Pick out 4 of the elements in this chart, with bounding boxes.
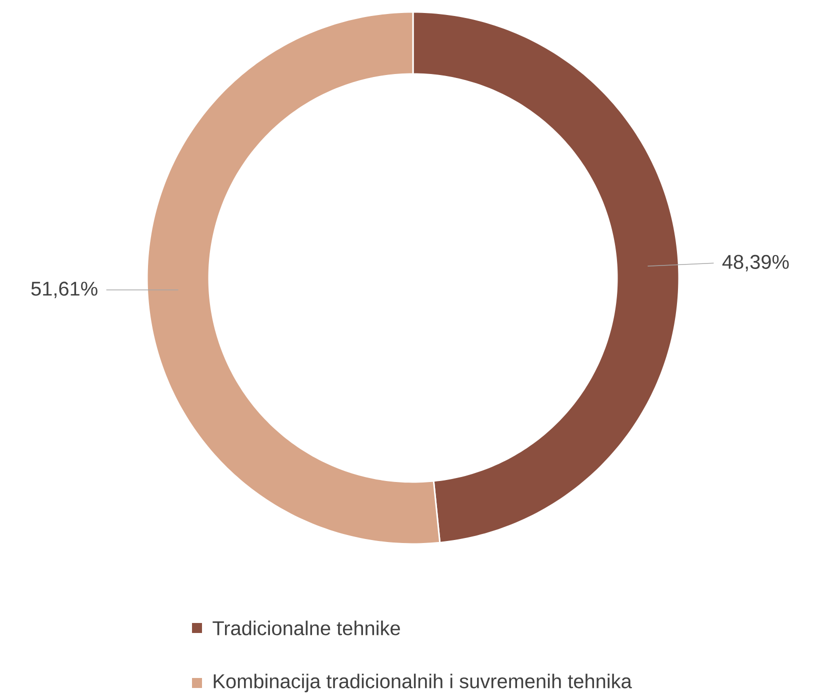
- data-label: 51,61%: [31, 282, 98, 298]
- legend-label: Tradicionalne tehnike: [212, 620, 400, 636]
- legend-label: Kombinacija tradicionalnih i suvremenih tehnika: [214, 674, 632, 692]
- data-label: 48,39%: [722, 254, 789, 272]
